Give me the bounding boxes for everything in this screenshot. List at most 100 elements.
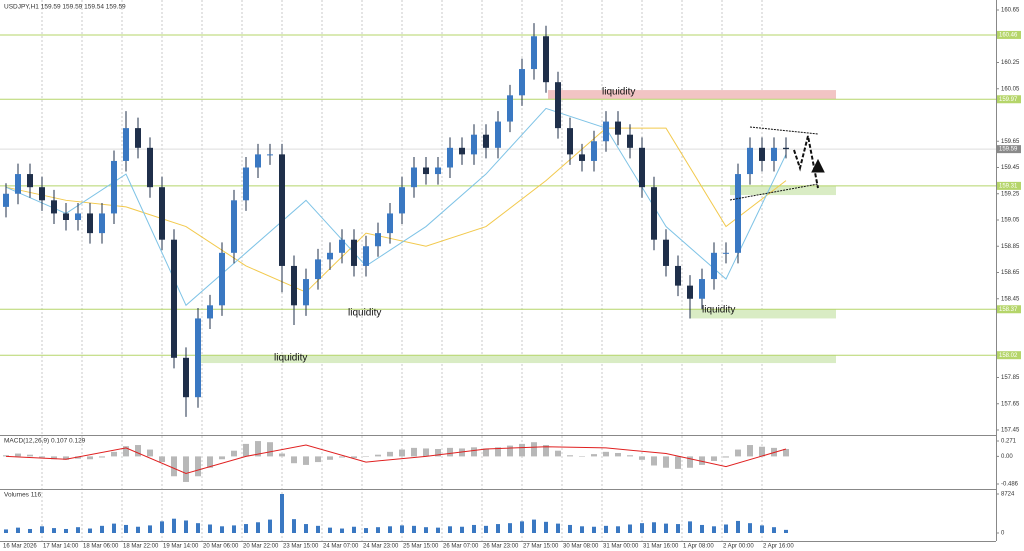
y-tick-label: 159.45 bbox=[1001, 165, 1020, 171]
volume-bar bbox=[64, 528, 68, 533]
macd-bar bbox=[327, 456, 333, 460]
macd-bar bbox=[639, 456, 645, 460]
macd-bar bbox=[627, 455, 633, 457]
candle-body bbox=[183, 357, 189, 398]
volume-bar bbox=[664, 523, 668, 533]
volume-tick-label: 8724 bbox=[1001, 492, 1015, 498]
volume-bar bbox=[580, 526, 584, 533]
macd-bar bbox=[495, 447, 501, 457]
macd-bar bbox=[351, 456, 357, 459]
level-label-box bbox=[997, 305, 1021, 314]
level-label-box bbox=[997, 181, 1021, 190]
candle-body bbox=[639, 147, 645, 188]
y-tick-label: 157.65 bbox=[1001, 401, 1020, 407]
x-tick-label: 18 Mar 22:00 bbox=[123, 544, 159, 550]
volume-bar bbox=[772, 527, 776, 533]
macd-bar bbox=[363, 456, 369, 457]
annotation: liquidity bbox=[602, 87, 635, 98]
macd-bar bbox=[159, 456, 165, 463]
liquidity-zone bbox=[730, 185, 836, 196]
volume-bar bbox=[316, 525, 320, 533]
x-tick-label: 27 Mar 15:00 bbox=[523, 544, 559, 550]
macd-bar bbox=[723, 456, 729, 458]
level-label: 160.46 bbox=[999, 33, 1018, 39]
volume-bar bbox=[568, 524, 572, 533]
volume-label: Volumes 116 bbox=[4, 492, 41, 499]
candle-body bbox=[291, 265, 297, 306]
candle-body bbox=[543, 36, 549, 83]
volume-bar bbox=[172, 518, 176, 533]
candle-body bbox=[723, 252, 729, 254]
level-label: 159.31 bbox=[999, 183, 1018, 189]
volume-bar bbox=[328, 527, 332, 533]
volume-bar bbox=[256, 522, 260, 533]
macd-bar bbox=[243, 443, 249, 457]
volume-bar bbox=[436, 527, 440, 533]
x-tick-label: 20 Mar 22:00 bbox=[243, 544, 279, 550]
y-tick-label: 157.45 bbox=[1001, 428, 1020, 434]
volume-bar bbox=[496, 524, 500, 533]
x-tick-label: 18 Mar 06:00 bbox=[83, 544, 119, 550]
candle-body bbox=[603, 121, 609, 142]
candle-body bbox=[399, 187, 405, 214]
candle-body bbox=[711, 252, 717, 280]
volume-bar bbox=[304, 524, 308, 533]
volume-bar bbox=[40, 526, 44, 533]
x-tick-label: 23 Mar 15:00 bbox=[283, 544, 319, 550]
candle-body bbox=[423, 167, 429, 175]
candle-body bbox=[735, 174, 741, 253]
macd-bar bbox=[687, 456, 693, 468]
volume-bar bbox=[184, 520, 188, 533]
candle-body bbox=[435, 167, 441, 175]
macd-bar bbox=[87, 456, 93, 460]
macd-bar bbox=[699, 456, 705, 465]
annotation: liquidity bbox=[702, 305, 735, 316]
candle-body bbox=[267, 154, 273, 156]
y-tick-label: 159.65 bbox=[1001, 139, 1020, 145]
current-price-box bbox=[997, 145, 1021, 154]
candle-body bbox=[615, 121, 621, 135]
macd-bar bbox=[111, 451, 117, 457]
candle-body bbox=[375, 233, 381, 247]
volume-bar bbox=[244, 524, 248, 533]
volume-bar bbox=[280, 494, 284, 533]
candle-body bbox=[123, 128, 129, 161]
arrow-head bbox=[811, 158, 825, 173]
liquidity-zone bbox=[548, 90, 836, 100]
x-tick-label: 30 Mar 08:00 bbox=[563, 544, 599, 550]
candle-body bbox=[507, 95, 513, 122]
volume-bar bbox=[388, 526, 392, 533]
candle-body bbox=[51, 200, 57, 214]
candle-body bbox=[243, 167, 249, 201]
macd-bar bbox=[315, 456, 321, 463]
volume-bar bbox=[340, 528, 344, 533]
candle-body bbox=[747, 147, 753, 175]
candle-body bbox=[15, 174, 21, 194]
volume-bar bbox=[376, 527, 380, 533]
candle-body bbox=[447, 147, 453, 168]
projection-path bbox=[793, 135, 819, 189]
current-price-label: 159.59 bbox=[999, 147, 1018, 153]
liquidity-zone bbox=[195, 355, 836, 364]
candle-body bbox=[591, 141, 597, 161]
annotation: liquidity bbox=[274, 353, 307, 364]
volume-bar bbox=[520, 521, 524, 533]
candle-body bbox=[483, 134, 489, 148]
volume-bar bbox=[700, 524, 704, 533]
candle-body bbox=[279, 154, 285, 266]
macd-bar bbox=[183, 456, 189, 482]
macd-bar bbox=[711, 456, 717, 461]
macd-bar bbox=[735, 449, 741, 457]
candle-body bbox=[3, 193, 9, 207]
candle-body bbox=[231, 200, 237, 253]
macd-bar bbox=[135, 445, 141, 457]
volume-bar bbox=[724, 524, 728, 533]
macd-bar bbox=[339, 456, 345, 458]
annotation: liquidity bbox=[348, 308, 381, 319]
volume-bar bbox=[412, 525, 416, 533]
macd-signal bbox=[5, 444, 787, 474]
candle-body bbox=[27, 174, 33, 188]
volume-bar bbox=[556, 523, 560, 533]
